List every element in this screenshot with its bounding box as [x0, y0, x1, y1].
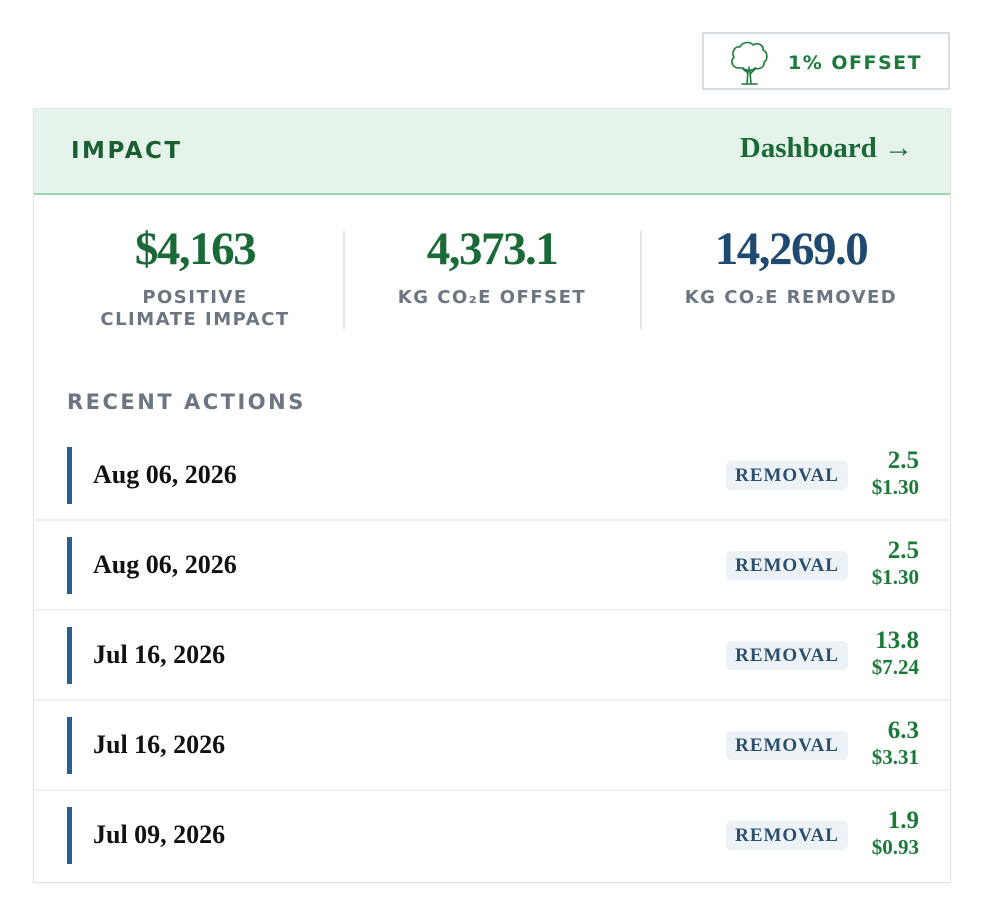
card-header: IMPACT Dashboard →: [34, 109, 950, 195]
action-type-badge: REMOVAL: [726, 731, 848, 760]
stat-divider: [343, 231, 345, 329]
action-type-badge: REMOVAL: [726, 551, 848, 580]
action-kg: 13.8: [875, 627, 919, 654]
stats-row: $4,163 POSITIVE CLIMATE IMPACT 4,373.1 K…: [34, 219, 950, 331]
stat-label: KG CO₂E OFFSET: [397, 287, 587, 308]
stat-divider: [640, 231, 642, 329]
list-item[interactable]: Jul 16, 2026 REMOVAL 13.8 $7.24: [34, 611, 950, 701]
impact-card: IMPACT Dashboard → $4,163 POSITIVE CLIMA…: [33, 108, 951, 883]
action-usd: $1.30: [871, 565, 919, 589]
stat-positive-impact: $4,163 POSITIVE CLIMATE IMPACT: [55, 219, 335, 331]
row-accent-bar: [67, 627, 72, 684]
list-item[interactable]: Aug 06, 2026 REMOVAL 2.5 $1.30: [34, 521, 950, 611]
row-accent-bar: [67, 807, 72, 864]
action-usd: $3.31: [871, 745, 919, 769]
stat-value: 14,269.0: [714, 223, 869, 275]
offset-badge[interactable]: 1% OFFSET: [702, 32, 950, 90]
action-kg: 2.5: [887, 537, 919, 564]
stat-value: $4,163: [134, 223, 257, 275]
row-accent-bar: [67, 537, 72, 594]
action-amounts: 13.8 $7.24: [872, 627, 919, 681]
action-date: Jul 09, 2026: [93, 820, 226, 849]
stat-kg-offset: 4,373.1 KG CO₂E OFFSET: [352, 219, 632, 309]
action-date: Jul 16, 2026: [93, 730, 226, 759]
row-accent-bar: [67, 717, 72, 774]
stat-label: POSITIVE CLIMATE IMPACT: [100, 287, 290, 330]
stat-label: KG CO₂E REMOVED: [684, 287, 898, 308]
action-kg: 6.3: [887, 717, 919, 744]
list-item[interactable]: Jul 09, 2026 REMOVAL 1.9 $0.93: [34, 791, 950, 881]
row-accent-bar: [67, 447, 72, 504]
action-amounts: 2.5 $1.30: [872, 447, 919, 501]
action-kg: 2.5: [887, 447, 919, 474]
offset-badge-label: 1% OFFSET: [788, 52, 923, 74]
action-usd: $1.30: [871, 475, 919, 499]
action-date: Aug 06, 2026: [93, 460, 237, 489]
action-type-badge: REMOVAL: [726, 821, 848, 850]
action-date: Aug 06, 2026: [93, 550, 237, 579]
tree-icon: [731, 41, 768, 85]
list-item[interactable]: Aug 06, 2026 REMOVAL 2.5 $1.30: [34, 431, 950, 521]
action-amounts: 6.3 $3.31: [872, 717, 919, 771]
dashboard-link[interactable]: Dashboard →: [739, 132, 913, 164]
action-usd: $7.24: [871, 655, 919, 679]
action-amounts: 2.5 $1.30: [872, 537, 919, 591]
action-usd: $0.93: [871, 835, 919, 859]
action-date: Jul 16, 2026: [93, 640, 226, 669]
recent-actions-title: RECENT ACTIONS: [67, 390, 306, 414]
card-title: IMPACT: [71, 138, 183, 164]
action-type-badge: REMOVAL: [726, 461, 848, 490]
action-type-badge: REMOVAL: [726, 641, 848, 670]
action-kg: 1.9: [887, 807, 919, 834]
list-item[interactable]: Jul 16, 2026 REMOVAL 6.3 $3.31: [34, 701, 950, 791]
stat-kg-removed: 14,269.0 KG CO₂E REMOVED: [651, 219, 931, 309]
stat-value: 4,373.1: [426, 223, 559, 275]
action-amounts: 1.9 $0.93: [872, 807, 919, 861]
